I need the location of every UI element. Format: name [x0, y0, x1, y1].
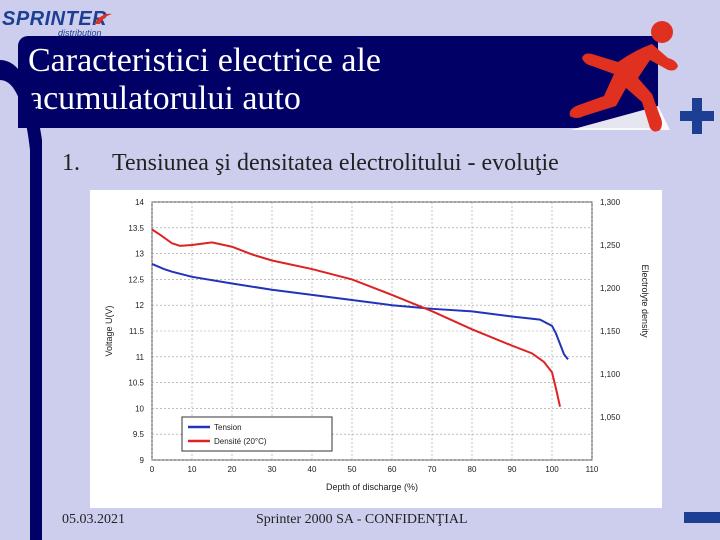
- y2-tick-label: 1,300: [600, 198, 621, 207]
- title-line-2: acumulatorului auto: [28, 80, 301, 117]
- x-tick-label: 30: [268, 465, 277, 474]
- legend-label: Tension: [214, 423, 242, 432]
- bullet-number: 1.: [62, 150, 80, 176]
- x-tick-label: 0: [150, 465, 155, 474]
- footer-accent-bar: [684, 512, 720, 523]
- title-line-1: Caracteristici electrice ale: [28, 42, 381, 79]
- x-tick-label: 20: [228, 465, 237, 474]
- y2-tick-label: 1,150: [600, 327, 621, 336]
- y-tick-label: 14: [135, 198, 144, 207]
- y2-tick-label: 1,250: [600, 241, 621, 250]
- bullet-item: 1. Tensiunea şi densitatea electrolitului…: [62, 150, 559, 177]
- series-line-tension: [151, 263, 569, 360]
- plus-icon: [680, 98, 714, 134]
- x-tick-label: 10: [188, 465, 197, 474]
- y-tick-label: 11: [136, 353, 145, 362]
- y-axis-label: Voltage U(V): [104, 305, 114, 356]
- y2-tick-label: 1,100: [600, 370, 621, 379]
- title-banner: [18, 36, 658, 128]
- series-line-density: [151, 228, 561, 407]
- bullet-text: Tensiunea şi densitatea electrolitului -…: [112, 150, 559, 176]
- y-tick-label: 11.5: [129, 327, 145, 336]
- x-tick-label: 70: [428, 465, 437, 474]
- logo-swoosh-icon: [94, 13, 112, 24]
- y-tick-label: 13.5: [128, 224, 144, 233]
- sprinter-logo: SPRINTER distribution: [0, 4, 120, 38]
- logo-name: SPRINTER: [2, 8, 108, 30]
- y2-axis-label: Electrolyte density: [640, 264, 650, 338]
- left-curve-decoration: [0, 60, 42, 540]
- y-tick-label: 12.5: [128, 275, 144, 284]
- x-tick-label: 80: [468, 465, 477, 474]
- legend-label: Densité (20°C): [214, 437, 267, 446]
- y-tick-label: 9.5: [133, 430, 145, 439]
- discharge-chart: 0 10 20 30 40 50 60 70 80 90 100 110 9 9.5 10 10.5 11 11.…: [90, 190, 662, 508]
- y-tick-label: 9: [140, 456, 145, 465]
- logo-subtitle: distribution: [58, 28, 102, 38]
- chart-svg: 0 10 20 30 40 50 60 70 80 90 100 110 9 9.5 10 10.5 11 11.…: [104, 198, 650, 492]
- footer-confidential: Sprinter 2000 SA - CONFIDENŢIAL: [256, 512, 468, 527]
- y-tick-label: 13: [135, 250, 144, 259]
- x-tick-label: 50: [348, 465, 357, 474]
- y-tick-label: 10: [135, 404, 144, 413]
- x-tick-label: 110: [586, 465, 599, 474]
- y-tick-label: 12: [135, 301, 144, 310]
- x-tick-label: 40: [308, 465, 317, 474]
- runner-icon: [569, 21, 678, 132]
- x-tick-label: 90: [508, 465, 517, 474]
- y-tick-label: 10.5: [128, 379, 144, 388]
- y2-tick-label: 1,200: [600, 284, 621, 293]
- slide-title: Caracteristici electrice ale acumulatoru…: [28, 42, 588, 118]
- footer-date: 05.03.2021: [62, 512, 125, 527]
- x-axis-label: Depth of discharge (%): [326, 482, 418, 492]
- legend-box: [181, 416, 333, 452]
- y2-tick-label: 1,050: [600, 413, 621, 422]
- x-tick-label: 60: [388, 465, 397, 474]
- x-tick-label: 100: [545, 465, 559, 474]
